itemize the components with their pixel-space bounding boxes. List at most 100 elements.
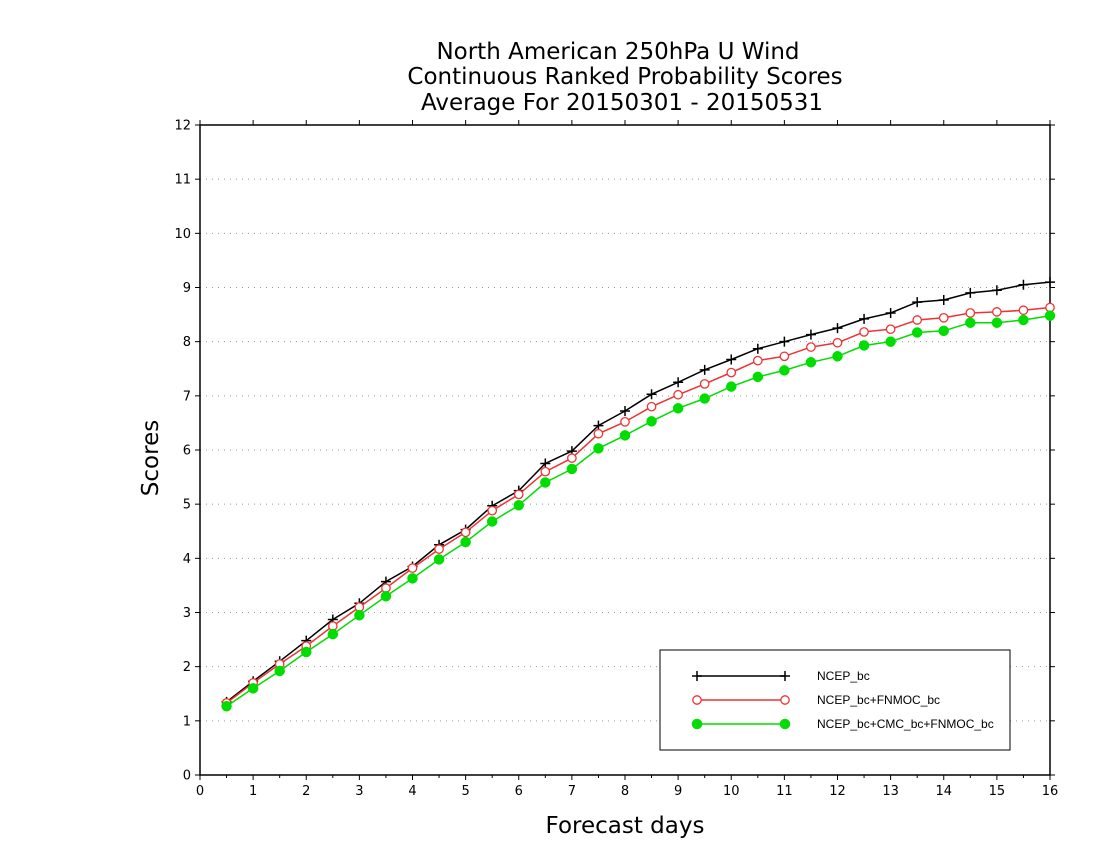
series-0-point-25 — [885, 307, 896, 318]
series-2-point-13 — [566, 463, 578, 475]
series-2-point-17 — [672, 403, 684, 414]
legend-entry-0: NCEP_bc — [692, 669, 870, 683]
y-tick-label-12: 12 — [174, 119, 191, 134]
series-2-point-29 — [991, 317, 1003, 328]
series-1-point-26 — [912, 315, 923, 325]
y-tick-label-7: 7 — [183, 389, 191, 404]
series-0-point-26 — [912, 297, 923, 308]
series-2-point-26 — [911, 327, 923, 338]
grid — [200, 178, 1050, 722]
series-2-point-8 — [433, 554, 445, 565]
series-1-point-20 — [752, 355, 763, 366]
series-2-point-6 — [380, 591, 392, 602]
series-lines — [221, 277, 1056, 712]
series-2-point-18 — [699, 393, 710, 404]
series-1-point-30 — [1018, 305, 1029, 316]
series-2-point-31 — [1044, 310, 1056, 321]
series-2-point-25 — [885, 336, 896, 347]
x-tick-label-2: 2 — [302, 784, 310, 799]
y-tick-label-5: 5 — [183, 498, 191, 513]
series-2-point-10 — [486, 516, 498, 527]
series-1-point-7 — [407, 563, 418, 573]
x-tick-label-9: 9 — [674, 784, 682, 799]
y-tick-label-2: 2 — [183, 660, 191, 675]
series-1-point-28 — [965, 308, 976, 318]
series-2-point-3 — [301, 646, 312, 658]
series-2-point-14 — [593, 443, 604, 454]
y-axis-title: Scores — [138, 420, 164, 496]
series-2-point-20 — [752, 371, 764, 383]
legend-marker-end-0 — [780, 671, 790, 681]
legend-label-1: NCEP_bc+FNMOC_bc — [817, 693, 940, 707]
series-1-point-18 — [699, 379, 710, 389]
series-0-point-15 — [620, 406, 630, 416]
series-0-point-19 — [726, 354, 737, 365]
series-2-point-7 — [407, 573, 418, 584]
x-tick-label-13: 13 — [882, 784, 899, 799]
series-0-point-30 — [1018, 279, 1029, 290]
series-1-point-22 — [806, 342, 816, 352]
series-1-point-15 — [620, 416, 630, 427]
series-line-2 — [226, 314, 1051, 707]
legend-marker-start-1 — [692, 695, 702, 705]
x-axis-title: Forecast days — [546, 813, 705, 839]
legend-marker-start-2 — [691, 718, 703, 730]
series-2-point-11 — [513, 500, 524, 511]
x-tick-label-3: 3 — [355, 784, 363, 799]
y-tick-label-8: 8 — [183, 335, 191, 350]
series-0-point-22 — [805, 329, 816, 340]
series-2-point-19 — [726, 381, 737, 392]
legend-entry-1: NCEP_bc+FNMOC_bc — [692, 693, 940, 707]
y-tick-label-9: 9 — [183, 281, 191, 296]
x-tick-label-5: 5 — [461, 784, 469, 799]
series-1-point-8 — [434, 544, 444, 554]
series-0-point-27 — [938, 294, 949, 305]
y-tick-label-4: 4 — [183, 552, 191, 567]
chart-title-line-3: Average For 20150301 - 20150531 — [421, 90, 823, 116]
series-2-point-21 — [779, 365, 790, 376]
series-0-point-17 — [673, 377, 684, 388]
series-1-point-14 — [593, 428, 604, 439]
series-2-point-2 — [274, 665, 285, 677]
chart-title-line-2: Continuous Ranked Probability Scores — [407, 64, 842, 90]
x-tick-label-7: 7 — [568, 784, 576, 799]
series-2-point-16 — [646, 416, 657, 427]
y-tick-label-11: 11 — [174, 173, 191, 188]
series-0-point-18 — [699, 364, 710, 375]
series-1-point-24 — [859, 327, 869, 337]
series-0-point-20 — [752, 343, 763, 354]
series-1 — [221, 302, 1055, 708]
series-2-point-30 — [1018, 314, 1029, 326]
x-tick-label-11: 11 — [776, 784, 793, 799]
series-2-point-22 — [805, 357, 817, 368]
x-tick-label-12: 12 — [829, 784, 846, 799]
series-1-point-27 — [938, 312, 949, 323]
legend-label-2: NCEP_bc+CMC_bc+FNMOC_bc — [817, 717, 994, 731]
legend: NCEP_bc NCEP_bc+FNMOC_bc NCEP_bc+CMC_bc+FN… — [659, 649, 1011, 751]
series-0-point-23 — [832, 323, 843, 334]
y-tick-label-1: 1 — [183, 714, 191, 729]
series-0-point-24 — [859, 313, 870, 324]
x-tick-label-6: 6 — [515, 784, 523, 799]
series-line-1 — [226, 306, 1051, 704]
series-2-point-28 — [965, 317, 976, 328]
series-1-point-21 — [779, 351, 790, 362]
series-1-point-17 — [673, 389, 683, 400]
series-1-point-29 — [992, 307, 1002, 317]
legend-marker-start-0 — [692, 671, 702, 681]
x-tick-label-0: 0 — [196, 784, 204, 799]
series-2-point-23 — [832, 351, 843, 362]
y-tick-label-10: 10 — [174, 227, 191, 242]
x-tick-label-14: 14 — [935, 784, 952, 799]
series-1-point-11 — [513, 489, 524, 500]
legend-entry-2: NCEP_bc+CMC_bc+FNMOC_bc — [691, 717, 994, 731]
legend-label-0: NCEP_bc — [817, 669, 870, 683]
x-tick-label-4: 4 — [408, 784, 416, 799]
series-2-point-5 — [354, 609, 365, 621]
series-1-point-10 — [487, 505, 498, 516]
x-tick-label-1: 1 — [249, 784, 257, 799]
series-0-point-28 — [965, 287, 976, 298]
series-2 — [221, 310, 1056, 712]
series-2-point-24 — [858, 340, 870, 351]
